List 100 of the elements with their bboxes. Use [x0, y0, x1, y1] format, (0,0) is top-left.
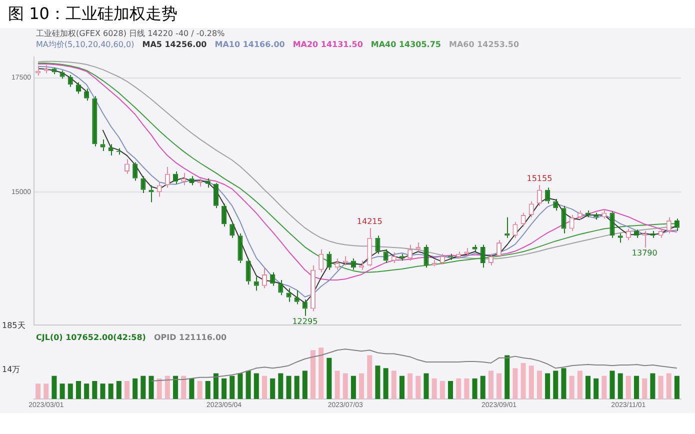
text: OPID 121116.00	[154, 333, 227, 342]
bar	[262, 376, 267, 399]
bar	[553, 370, 558, 399]
candlestick	[545, 187, 550, 204]
text: MA60 14253.50	[448, 40, 520, 49]
candlestick	[294, 290, 300, 305]
bar	[294, 376, 300, 399]
candlestick	[666, 216, 672, 234]
candlestick	[399, 253, 404, 262]
annotation: 14215	[356, 217, 382, 226]
bar	[100, 384, 106, 399]
candlestick	[367, 228, 372, 267]
bar	[674, 376, 680, 399]
bar	[496, 373, 502, 399]
candlestick	[156, 182, 162, 198]
chart-title: 图 10：工业硅加权走势	[7, 3, 178, 25]
bar	[391, 370, 396, 399]
candlestick	[561, 205, 566, 234]
bar	[205, 381, 210, 399]
bar	[528, 366, 534, 399]
annotation: 13790	[632, 248, 658, 258]
bar	[359, 373, 364, 399]
bar	[424, 373, 429, 399]
candlestick	[52, 67, 57, 75]
bar	[44, 384, 49, 399]
candlestick	[585, 210, 590, 218]
bar	[326, 358, 332, 399]
bar	[84, 384, 90, 399]
bar	[602, 376, 607, 399]
bar	[448, 381, 454, 399]
bar	[164, 376, 170, 399]
candlestick	[512, 221, 518, 238]
bar	[68, 384, 73, 399]
candlestick	[569, 214, 574, 232]
bar	[512, 368, 518, 399]
bar	[577, 370, 582, 399]
bar	[36, 384, 41, 399]
bar	[342, 373, 348, 399]
candlestick	[44, 64, 49, 74]
annotation: 15155	[526, 174, 552, 184]
text: MA20 14131.50	[292, 40, 363, 49]
bar	[310, 350, 316, 399]
bar	[585, 376, 590, 399]
bar	[480, 376, 486, 399]
text: MA5 14256.00	[142, 40, 207, 49]
candlestick	[424, 244, 429, 268]
bar	[222, 378, 227, 399]
text: 14万	[2, 364, 20, 376]
text: 185天	[2, 320, 26, 331]
candlestick	[610, 210, 615, 238]
bar	[666, 373, 672, 399]
bar	[375, 366, 380, 399]
bar	[464, 378, 470, 399]
bar	[197, 381, 202, 399]
bar	[270, 378, 276, 399]
candlestick	[416, 242, 421, 252]
bar	[626, 376, 631, 399]
bar	[132, 378, 138, 399]
bar	[148, 376, 154, 399]
bar	[399, 376, 404, 399]
candlestick	[262, 267, 267, 289]
bar	[60, 384, 65, 399]
candlestick	[334, 258, 340, 270]
candlestick	[472, 244, 478, 252]
bar	[140, 376, 146, 399]
candlestick	[84, 88, 90, 102]
bar	[124, 381, 130, 399]
candlestick	[496, 240, 502, 258]
candlestick	[318, 248, 324, 273]
bar	[254, 373, 259, 399]
bar	[650, 373, 656, 399]
text: MA40 14305.75	[370, 40, 441, 49]
bar	[658, 376, 664, 399]
bar	[618, 373, 623, 399]
candlestick	[618, 232, 623, 243]
candlestick	[92, 96, 98, 147]
bar	[238, 373, 243, 399]
candlestick	[536, 184, 542, 206]
bar	[569, 376, 574, 399]
bar	[189, 378, 194, 399]
bar	[246, 370, 251, 399]
candlestick	[310, 264, 316, 312]
candlestick	[302, 299, 308, 316]
candlestick	[254, 276, 259, 291]
candlestick	[528, 200, 534, 218]
candlestick	[594, 212, 599, 220]
bar	[367, 355, 372, 399]
bar	[536, 370, 542, 399]
bar	[52, 376, 57, 399]
candlestick	[189, 176, 194, 186]
candlestick	[278, 279, 284, 296]
bar	[634, 376, 640, 399]
candlestick	[246, 258, 251, 286]
bar	[642, 378, 648, 399]
bar	[472, 378, 478, 399]
text: CJL(0) 107652.00(42:58)	[36, 333, 146, 342]
bar	[432, 378, 437, 399]
candlestick	[375, 235, 380, 254]
bar	[181, 376, 186, 399]
candlestick	[230, 221, 235, 238]
